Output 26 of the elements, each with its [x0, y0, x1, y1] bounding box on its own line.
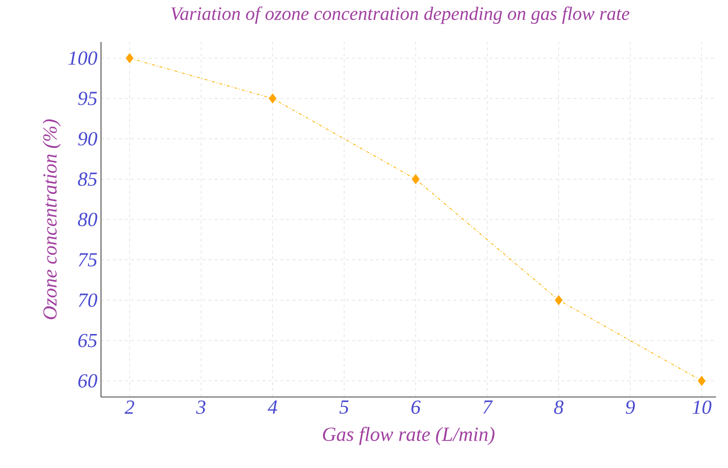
y-tick-label: 60: [78, 374, 98, 388]
point: [554, 295, 562, 306]
y-tick-label: 95: [78, 92, 97, 106]
x-tick-label: 10: [692, 400, 712, 414]
y-tick-label: 90: [78, 132, 98, 146]
point: [698, 376, 706, 386]
x-tick-label: 6: [411, 400, 421, 414]
y-tick-label: 85: [78, 172, 97, 186]
y-tick-label: 75: [78, 253, 97, 266]
x-tick-label: 9: [626, 400, 635, 414]
x-tick-label: 8: [554, 400, 564, 414]
x-tick-label: 7: [483, 400, 493, 414]
y-tick-label: 80: [78, 212, 98, 226]
y-axis-title: Ozone concentration (%): [42, 119, 61, 320]
x-axis-title: Gas flow rate (L/min): [322, 426, 494, 446]
point: [268, 94, 276, 104]
x-tick-label: 5: [339, 400, 349, 414]
point: [126, 53, 134, 64]
x-tick-label: 2: [124, 400, 134, 414]
y-tick-label: 100: [68, 51, 98, 65]
x-tick-label: 3: [196, 400, 206, 414]
chart-title: Variation of ozone concentration depending on gas flow rate: [171, 6, 630, 24]
y-tick-label: 65: [78, 334, 97, 348]
point: [412, 174, 420, 184]
x-tick-label: 4: [268, 400, 278, 414]
y-tick-label: 70: [78, 293, 98, 307]
